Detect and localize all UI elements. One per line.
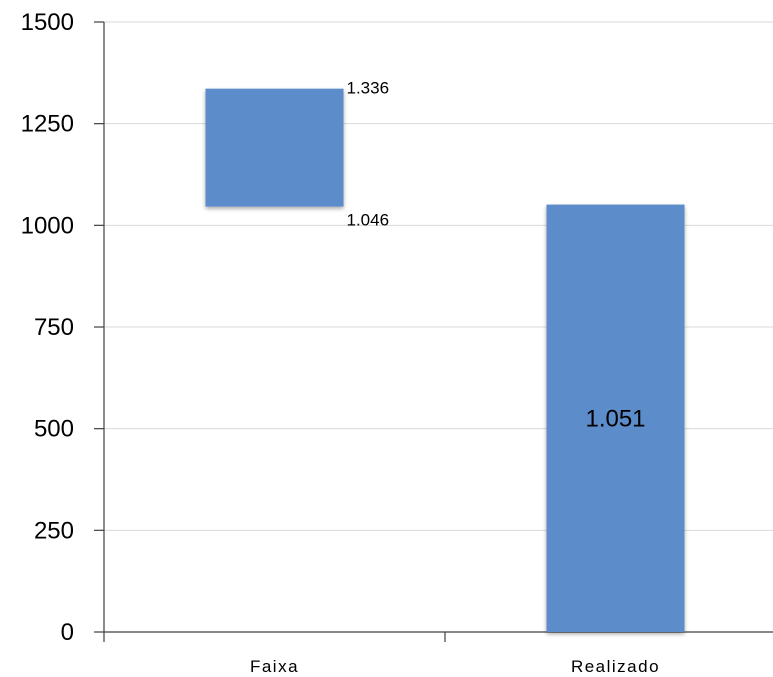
data-label-low: 1.046 <box>347 211 390 230</box>
x-tick-labels: Faixa Realizado <box>250 657 660 676</box>
bars <box>205 88 685 633</box>
bar-faixa <box>205 88 344 207</box>
y-tick-label: 750 <box>34 314 74 341</box>
x-tick-label: Realizado <box>571 657 660 676</box>
y-tick-label: 1250 <box>21 111 74 138</box>
data-label-value: 1.051 <box>585 405 645 432</box>
y-tick-labels: 0 250 500 750 1000 1250 1500 <box>21 9 74 646</box>
y-tick-label: 500 <box>34 416 74 443</box>
y-tick-label: 1500 <box>21 9 74 36</box>
bar-realizado <box>546 204 685 633</box>
y-tick-label: 250 <box>34 517 74 544</box>
y-tick-label: 1000 <box>21 212 74 239</box>
data-labels: 1.336 1.046 1.051 <box>347 79 646 433</box>
x-tick-label: Faixa <box>250 657 299 676</box>
data-label-high: 1.336 <box>347 79 390 98</box>
y-tick-label: 0 <box>61 619 74 646</box>
